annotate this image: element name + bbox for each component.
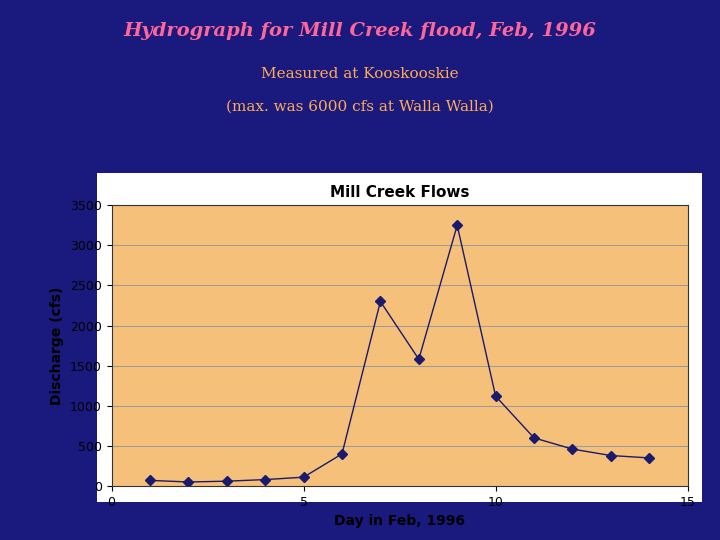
Text: Hydrograph for Mill Creek flood, Feb, 1996: Hydrograph for Mill Creek flood, Feb, 19… <box>124 22 596 39</box>
Text: (max. was 6000 cfs at Walla Walla): (max. was 6000 cfs at Walla Walla) <box>226 100 494 114</box>
X-axis label: Day in Feb, 1996: Day in Feb, 1996 <box>334 514 465 528</box>
Y-axis label: Discharge (cfs): Discharge (cfs) <box>50 286 65 405</box>
Text: Measured at Kooskooskie: Measured at Kooskooskie <box>261 68 459 82</box>
Title: Mill Creek Flows: Mill Creek Flows <box>330 185 469 200</box>
